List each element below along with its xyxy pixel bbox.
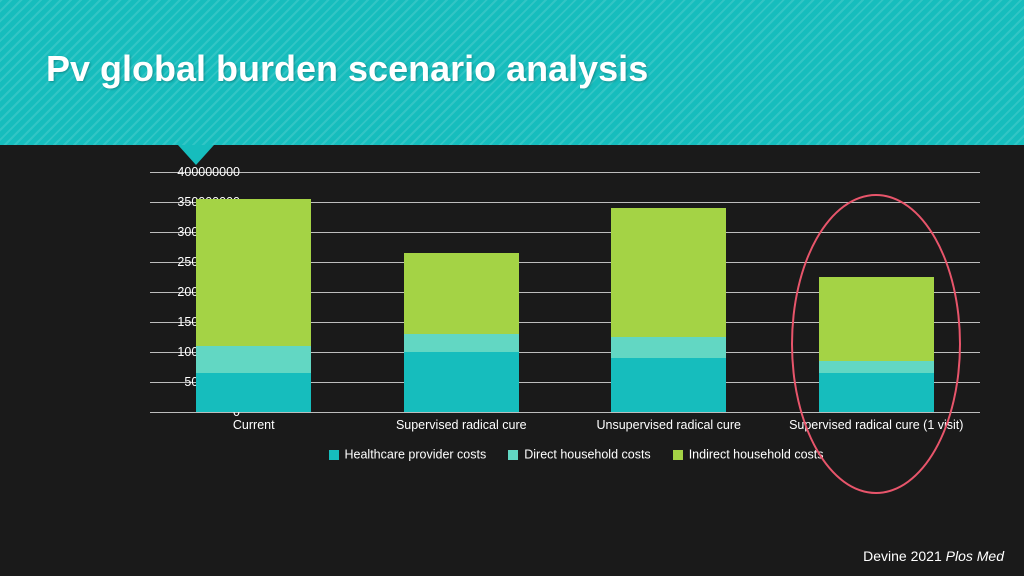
bar-segment bbox=[404, 253, 519, 334]
citation-author: Devine 2021 bbox=[863, 548, 942, 564]
slide-header: Pv global burden scenario analysis bbox=[0, 0, 1024, 145]
y-axis-label: 400000000 bbox=[150, 165, 240, 179]
bar-segment bbox=[196, 346, 311, 373]
bar-segment bbox=[404, 352, 519, 412]
highlight-ellipse bbox=[791, 194, 961, 494]
bar-segment bbox=[196, 199, 311, 346]
bar-segment bbox=[611, 208, 726, 337]
bar-segment bbox=[611, 337, 726, 358]
legend-label: Healthcare provider costs bbox=[345, 448, 487, 462]
category-label: Current bbox=[150, 418, 358, 432]
legend-swatch bbox=[673, 450, 683, 460]
citation-journal: Plos Med bbox=[946, 548, 1004, 564]
gridline bbox=[150, 172, 980, 173]
slide: Pv global burden scenario analysis 05000… bbox=[0, 0, 1024, 576]
bar-segment bbox=[196, 373, 311, 412]
category-label: Supervised radical cure bbox=[358, 418, 566, 432]
header-notch bbox=[178, 145, 214, 165]
category-label: Unsupervised radical cure bbox=[565, 418, 773, 432]
legend-swatch bbox=[508, 450, 518, 460]
legend-label: Direct household costs bbox=[524, 448, 650, 462]
legend-swatch bbox=[329, 450, 339, 460]
legend-label: Indirect household costs bbox=[689, 448, 824, 462]
bar-segment bbox=[404, 334, 519, 352]
bar-segment bbox=[611, 358, 726, 412]
citation: Devine 2021 Plos Med bbox=[863, 548, 1004, 564]
slide-title: Pv global burden scenario analysis bbox=[46, 48, 648, 90]
